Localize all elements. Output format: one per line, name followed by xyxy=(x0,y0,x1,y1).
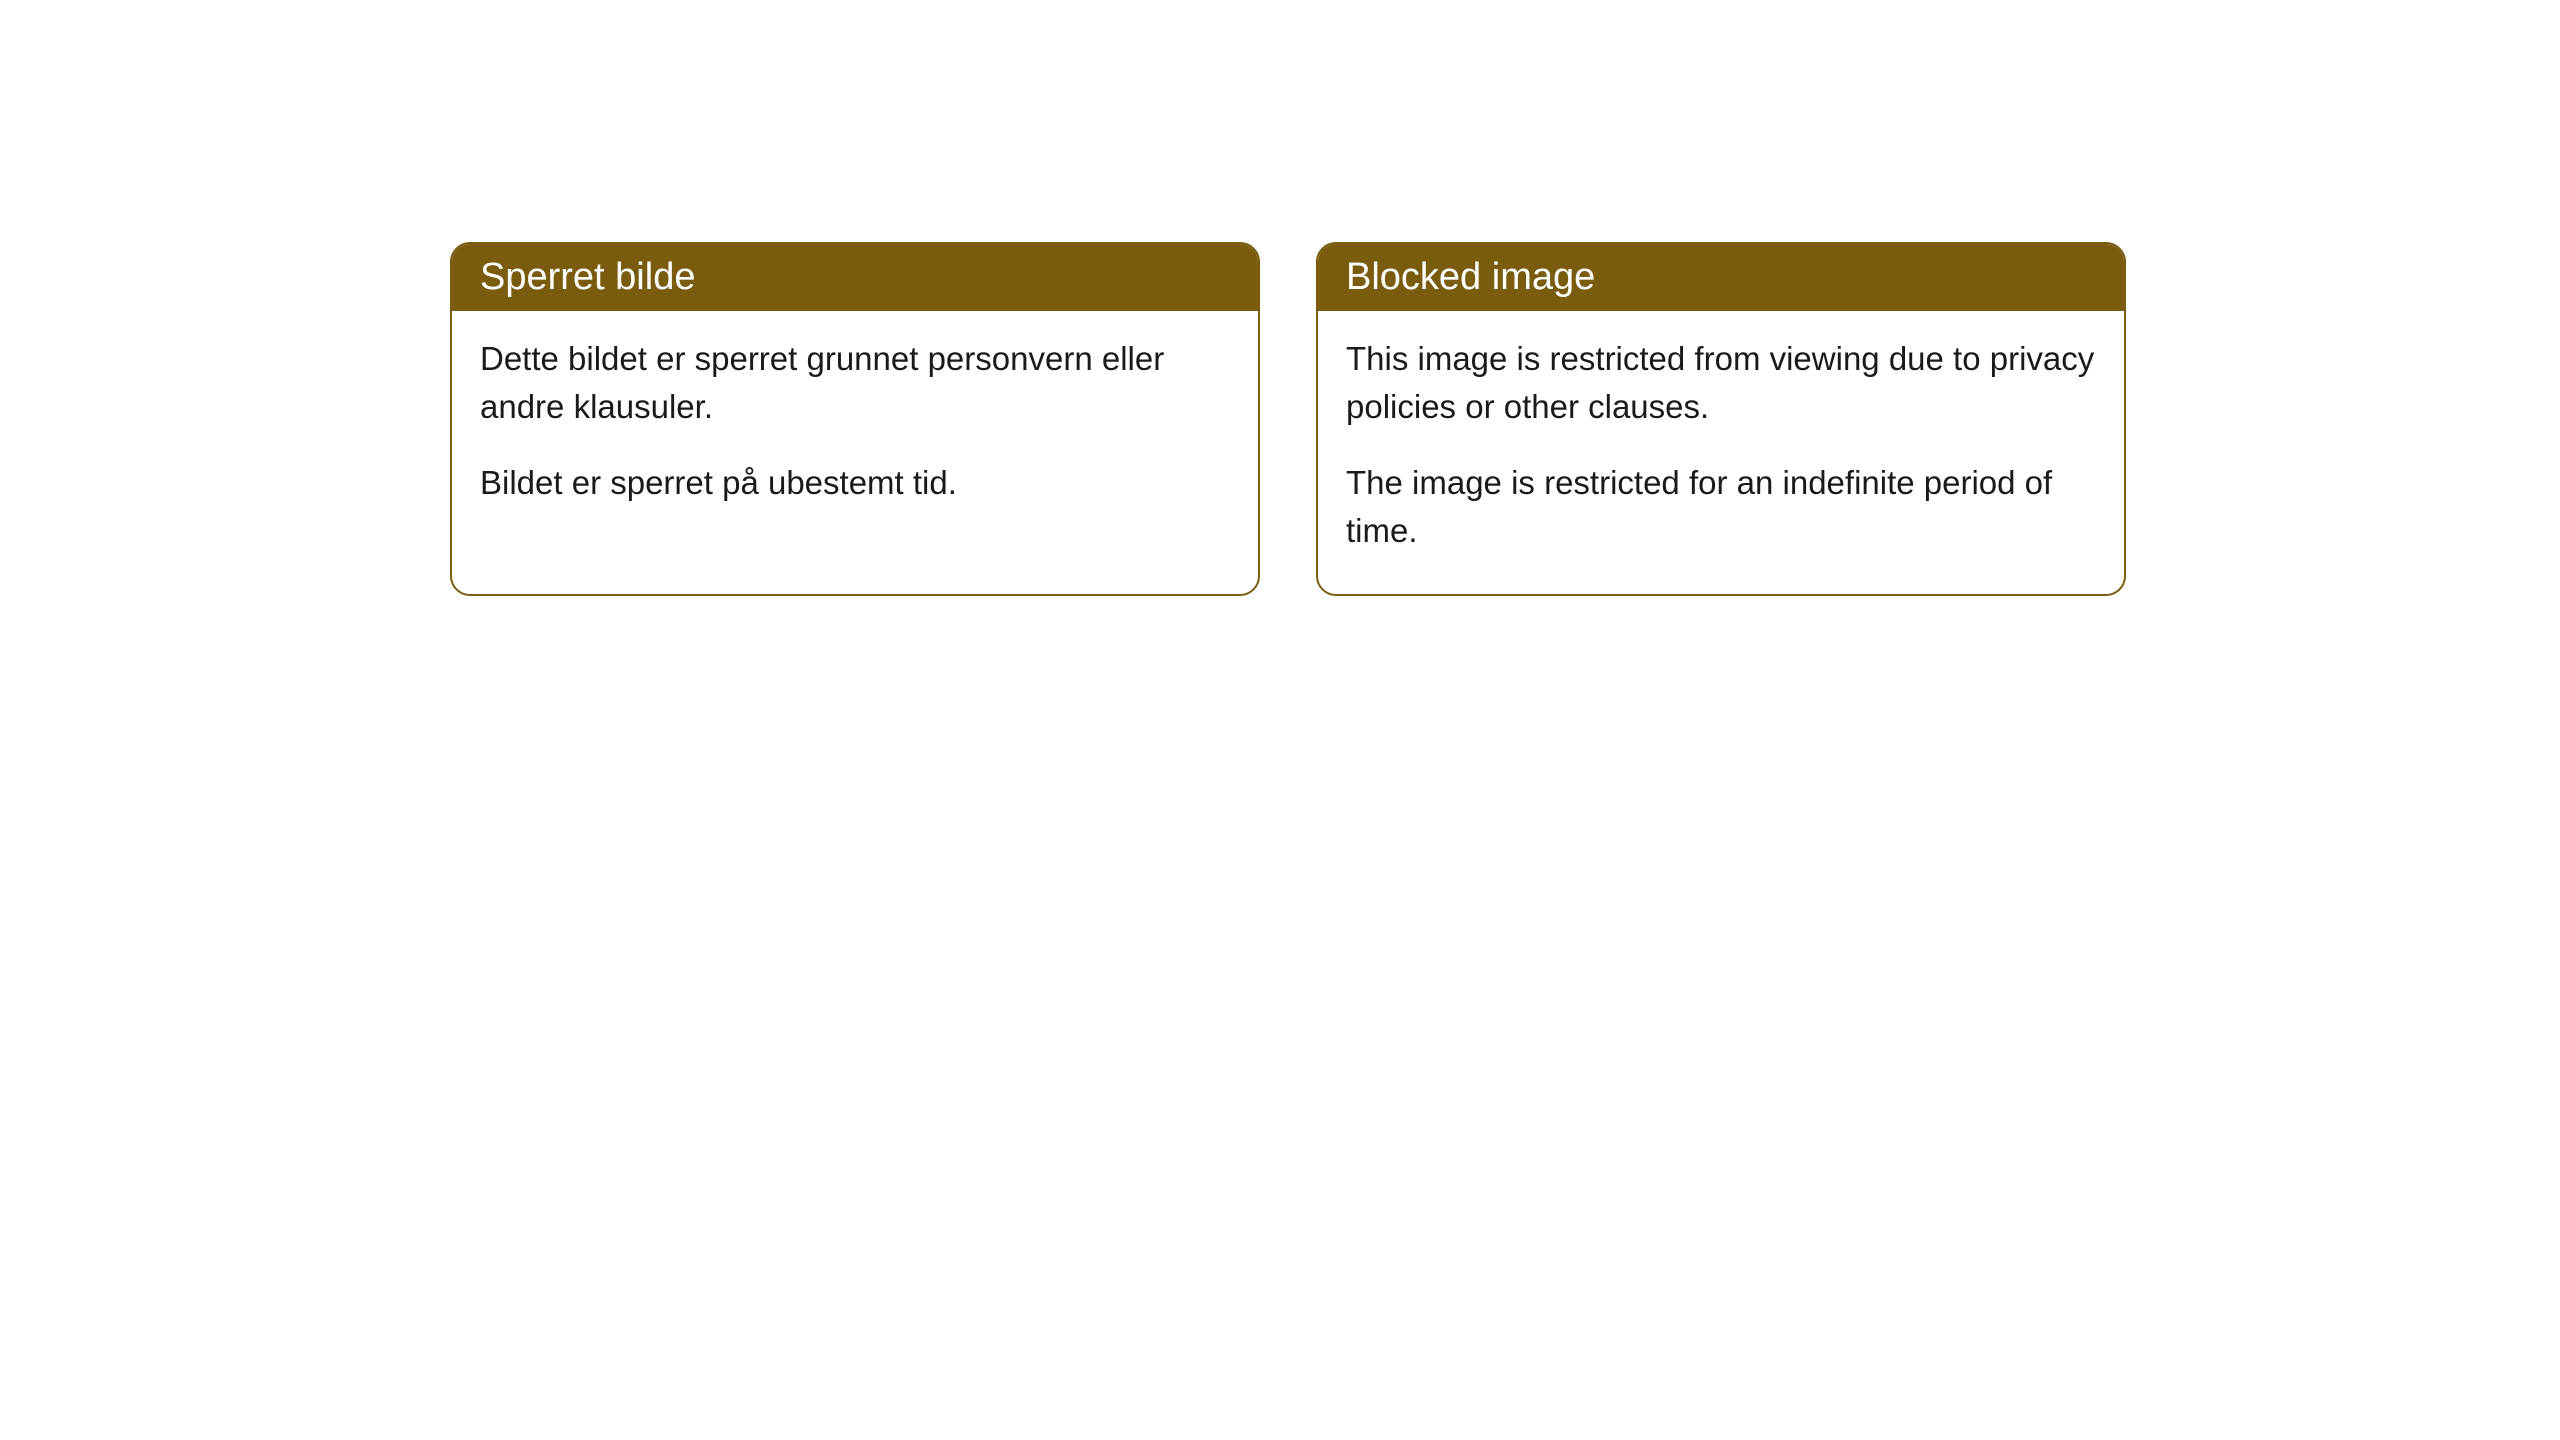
card-text-english-2: The image is restricted for an indefinit… xyxy=(1346,459,2096,555)
card-text-norwegian-2: Bildet er sperret på ubestemt tid. xyxy=(480,459,1230,507)
card-body-english: This image is restricted from viewing du… xyxy=(1318,311,2124,594)
notice-cards-container: Sperret bilde Dette bildet er sperret gr… xyxy=(450,242,2126,596)
card-header-norwegian: Sperret bilde xyxy=(452,244,1258,311)
card-text-norwegian-1: Dette bildet er sperret grunnet personve… xyxy=(480,335,1230,431)
card-title-english: Blocked image xyxy=(1346,256,1595,298)
card-title-norwegian: Sperret bilde xyxy=(480,256,695,298)
blocked-image-card-norwegian: Sperret bilde Dette bildet er sperret gr… xyxy=(450,242,1260,596)
blocked-image-card-english: Blocked image This image is restricted f… xyxy=(1316,242,2126,596)
card-body-norwegian: Dette bildet er sperret grunnet personve… xyxy=(452,311,1258,547)
card-text-english-1: This image is restricted from viewing du… xyxy=(1346,335,2096,431)
card-header-english: Blocked image xyxy=(1318,244,2124,311)
